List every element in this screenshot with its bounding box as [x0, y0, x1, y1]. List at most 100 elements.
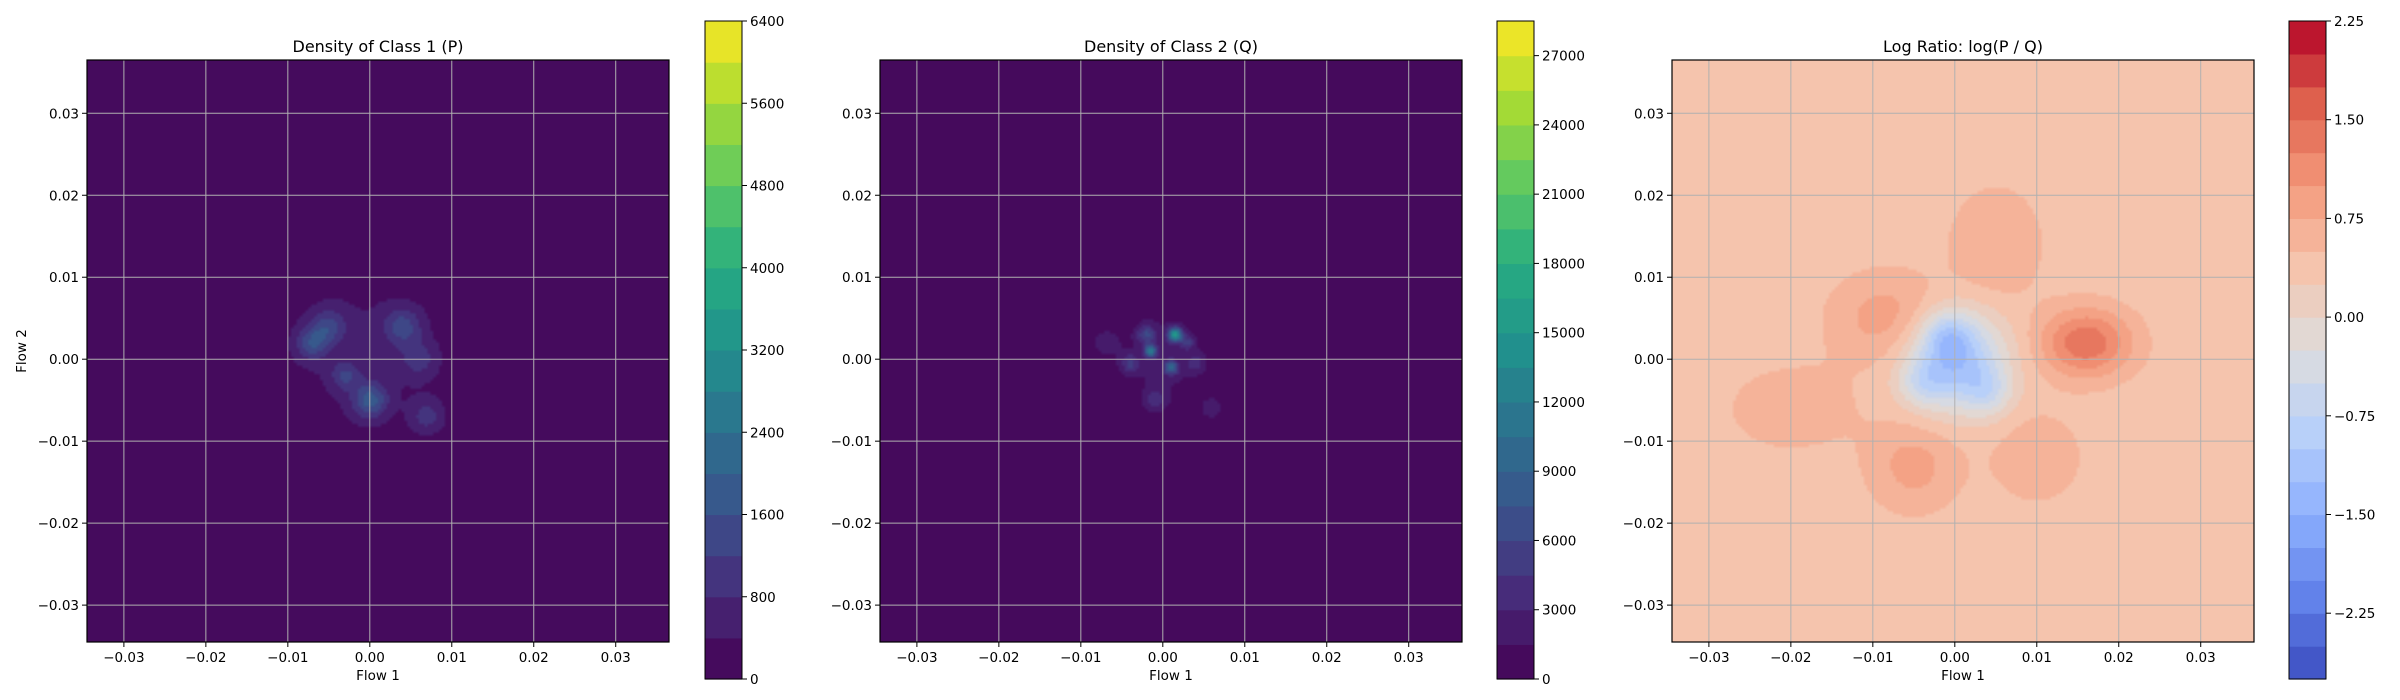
colorbar-tick-label: 12000	[1542, 395, 1585, 411]
colorbar-tick-label: 5600	[750, 96, 784, 112]
x-tick-label: 0.00	[355, 650, 385, 666]
panel-3-y-ticks: −0.03 −0.02 −0.01 0.00 0.01 0.02 0.03	[1623, 106, 1672, 614]
colorbar-level	[1497, 124, 1534, 161]
y-tick-label: 0.01	[842, 270, 872, 286]
x-tick-label: 0.02	[2104, 650, 2134, 666]
colorbar-tick-label: 1600	[750, 508, 784, 524]
panel-2-colorbar-frame	[1496, 20, 1535, 680]
colorbar-tick-label: 4800	[750, 179, 784, 195]
panel-3-frame	[1671, 59, 2255, 643]
panel-class-1: Density of Class 1 (P) −0.03 −0.02 −0.01 0.…	[14, 14, 784, 688]
x-tick-label: −0.01	[1852, 650, 1893, 666]
colorbar-level	[1497, 505, 1534, 542]
x-tick-label: −0.01	[1060, 650, 1101, 666]
y-tick-label: −0.03	[1623, 598, 1664, 614]
y-tick-label: 0.03	[842, 106, 872, 122]
y-tick-label: −0.03	[831, 598, 872, 614]
colorbar-level	[1497, 609, 1534, 645]
colorbar-level	[1497, 332, 1534, 368]
colorbar-tick-label: −1.50	[2334, 508, 2375, 524]
colorbar-level	[1497, 575, 1534, 611]
panel-2-frame	[879, 59, 1463, 643]
colorbar-level	[1497, 540, 1534, 576]
panel-3-x-ticks: −0.03 −0.02 −0.01 0.00 0.01 0.02 0.03	[1688, 642, 2216, 666]
colorbar-level	[2289, 481, 2326, 516]
colorbar-tick-label: 0.75	[2334, 211, 2364, 227]
colorbar-tick-label: 800	[750, 590, 776, 606]
colorbar-tick-label: 1.50	[2334, 113, 2364, 129]
y-tick-label: 0.00	[49, 352, 79, 368]
colorbar-tick-label: 2.25	[2334, 14, 2364, 30]
y-tick-label: −0.03	[38, 598, 79, 614]
y-tick-label: −0.01	[1623, 434, 1664, 450]
panel-2-x-axis-label: Flow 1	[1149, 668, 1193, 684]
panel-1-colorbar-ticks: 0 800 1600 2400 3200 4000 4800 5600 6400	[742, 14, 784, 688]
colorbar-level	[2289, 284, 2326, 318]
colorbar-level	[705, 185, 742, 228]
colorbar-level	[2289, 317, 2326, 351]
colorbar-tick-label: 21000	[1542, 187, 1585, 203]
colorbar-tick-label: 0	[1542, 672, 1551, 688]
x-tick-label: −0.01	[267, 650, 308, 666]
colorbar-level	[1497, 401, 1534, 438]
colorbar-tick-label: 2400	[750, 425, 784, 441]
colorbar-level	[2289, 218, 2326, 252]
x-tick-label: −0.02	[978, 650, 1019, 666]
x-tick-label: 0.02	[519, 650, 549, 666]
colorbar-level	[2289, 646, 2326, 680]
panel-1-grid	[87, 60, 669, 642]
colorbar-tick-label: 6000	[1542, 533, 1576, 549]
colorbar-level	[705, 432, 742, 474]
panel-1-heatmap	[87, 60, 669, 642]
x-tick-label: 0.00	[1148, 650, 1178, 666]
colorbar-level	[2289, 251, 2326, 285]
colorbar-tick-label: −0.75	[2334, 409, 2375, 425]
colorbar-level	[1497, 55, 1534, 91]
colorbar-level	[705, 391, 742, 433]
panel-2-grid	[880, 60, 1462, 642]
colorbar-level	[705, 308, 742, 351]
colorbar-level	[705, 514, 742, 557]
colorbar-tick-label: 27000	[1542, 49, 1585, 65]
colorbar-level	[1497, 21, 1534, 57]
colorbar-tick-label: 3200	[750, 343, 784, 359]
colorbar-level	[705, 103, 742, 145]
colorbar-tick-label: 0	[750, 672, 759, 688]
y-tick-label: 0.03	[1634, 106, 1664, 122]
panel-1-title: Density of Class 1 (P)	[293, 37, 464, 56]
colorbar-level	[705, 473, 742, 516]
x-tick-label: −0.02	[1770, 650, 1811, 666]
x-tick-label: 0.00	[1940, 650, 1970, 666]
panel-3-colorbar-frame	[2288, 20, 2327, 680]
panel-2-colorbar-ticks: 0 3000 6000 9000 12000 15000 18000 21000 24000 27…	[1534, 49, 1585, 688]
colorbar-level	[1497, 90, 1534, 126]
x-tick-label: −0.02	[185, 650, 226, 666]
panel-3-title: Log Ratio: log(P / Q)	[1883, 37, 2043, 56]
panel-3-heatmap	[1672, 60, 2254, 642]
colorbar-level	[705, 21, 742, 63]
colorbar-tick-label: −2.25	[2334, 606, 2375, 622]
panel-1-frame	[86, 59, 670, 643]
colorbar-level	[2289, 119, 2326, 154]
colorbar-level	[1497, 436, 1534, 472]
y-tick-label: −0.01	[831, 434, 872, 450]
colorbar-level	[2289, 613, 2326, 647]
colorbar-level	[705, 267, 742, 310]
x-tick-label: −0.03	[1688, 650, 1729, 666]
colorbar-level	[1497, 263, 1534, 299]
colorbar-tick-label: 24000	[1542, 118, 1585, 134]
colorbar-level	[705, 350, 742, 392]
colorbar-level	[1497, 159, 1534, 195]
colorbar-level	[2289, 382, 2326, 417]
colorbar-level	[2289, 415, 2326, 450]
colorbar-level	[2289, 152, 2326, 187]
x-tick-label: −0.03	[103, 650, 144, 666]
colorbar-level	[2289, 350, 2326, 384]
panel-3-x-axis-label: Flow 1	[1941, 668, 1985, 684]
panel-3-grid	[1672, 60, 2254, 642]
colorbar-level	[2289, 514, 2326, 548]
panel-2-x-ticks: −0.03 −0.02 −0.01 0.00 0.01 0.02 0.03	[896, 642, 1424, 666]
panel-1-x-axis-label: Flow 1	[356, 668, 400, 684]
colorbar-level	[705, 596, 742, 639]
